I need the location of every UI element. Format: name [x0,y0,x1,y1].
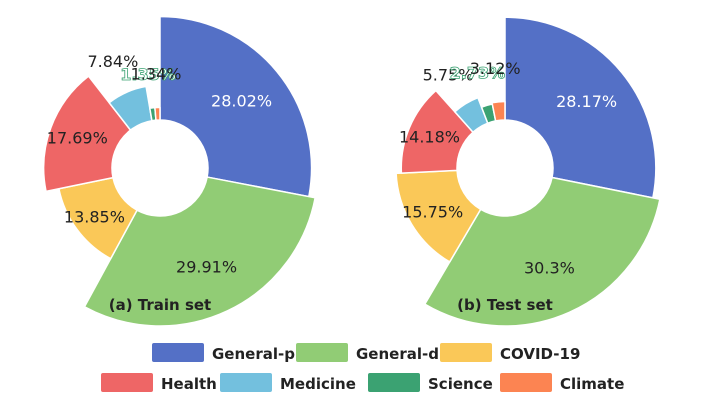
test-slice-general-d [424,176,661,327]
train-label-general-p: 28.02% [211,92,272,111]
test-label-health: 14.18% [399,127,460,146]
legend-label-science: Science [428,375,493,393]
test-label-general-d: 30.3% [524,259,575,278]
legend-swatch-health [101,373,153,392]
train-set-caption: (a) Train set [109,296,211,314]
legend-swatch-covid-19 [440,343,492,362]
legend-label-general-d: General-d [356,345,439,363]
train-label-medicine: 7.84% [87,52,138,71]
train-slice-health [42,75,132,193]
test-set-caption: (b) Test set [457,296,553,314]
test-label-medicine: 5.75% [423,66,474,85]
train-slice-medicine [108,85,153,131]
legend-label-general-p: General-p [212,345,295,363]
legend-swatch-medicine [220,373,272,392]
test-label-climate: 3.12% [470,59,521,78]
train-label-health: 17.69% [47,128,108,147]
legend-swatch-climate [500,373,552,392]
test-label-covid-19: 15.75% [402,203,463,222]
legend-label-medicine: Medicine [280,375,356,393]
train-label-science: 1.35% [120,65,176,84]
test-set-chart: 28.17% 30.3% 15.75% 14.18% 5.75%2.73%3.12% [395,16,661,327]
train-set-chart: 28.02% 29.91% 13.85% 17.69% 7.84%1.35%1.34% [42,15,316,327]
train-slice-climate [154,106,161,121]
train-label-general-d: 29.91% [176,258,237,277]
legend-label-health: Health [161,375,217,393]
train-slice-general-d [83,176,316,327]
test-label-general-p: 28.17% [556,92,617,111]
train-label-covid-19: 13.85% [64,208,125,227]
test-label-science: 2.73% [450,64,506,83]
test-slice-health [400,89,474,174]
legend-swatch-science [368,373,420,392]
train-label-climate: 1.34% [131,65,182,84]
legend: General-p General-d COVID-19 Health Medi… [101,343,624,393]
test-slice-climate [491,100,506,122]
train-slice-general-p [159,15,313,198]
legend-swatch-general-p [152,343,204,362]
test-slice-general-p [504,16,657,199]
legend-swatch-general-d [296,343,348,362]
legend-label-covid-19: COVID-19 [500,345,580,363]
test-slice-covid-19 [395,169,482,263]
legend-label-climate: Climate [560,375,624,393]
